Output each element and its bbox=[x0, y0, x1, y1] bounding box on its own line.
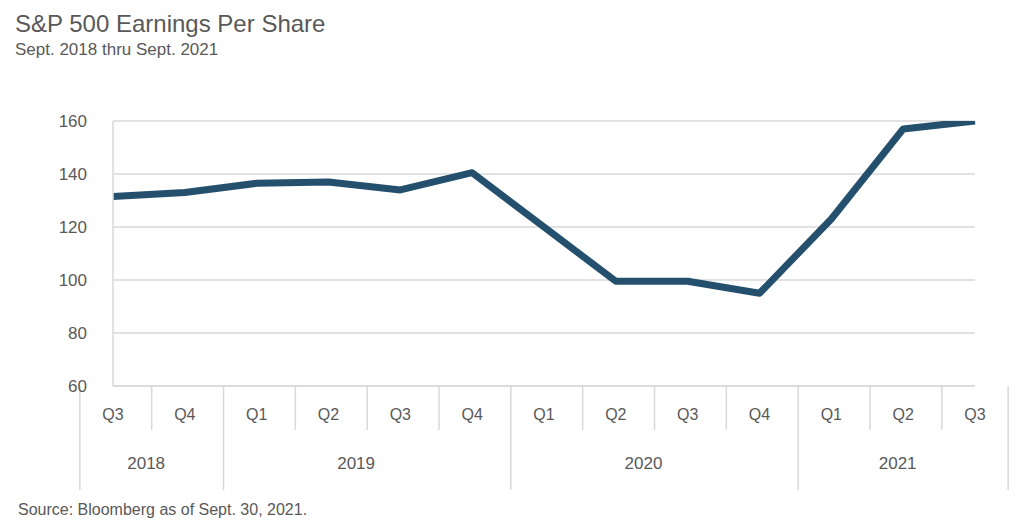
html-text:Source: Bloomberg as of Sept.: Source: Bloomberg as of Sept. 30, 2021. bbox=[18, 501, 308, 518]
svg-text:Q2: Q2 bbox=[892, 406, 913, 423]
svg-text:80: 80 bbox=[68, 324, 87, 343]
svg-text:2019: 2019 bbox=[337, 454, 375, 473]
svg-text:Q1: Q1 bbox=[821, 406, 842, 423]
svg-text:Q1: Q1 bbox=[246, 406, 267, 423]
svg-text:100: 100 bbox=[59, 271, 87, 290]
svg-text:160: 160 bbox=[59, 112, 87, 131]
svg-text:2018: 2018 bbox=[127, 454, 165, 473]
svg-text:120: 120 bbox=[59, 218, 87, 237]
html-text:Sept. 2018 thru Sept. 2021: Sept. 2018 thru Sept. 2021 bbox=[15, 40, 219, 59]
svg-text:2021: 2021 bbox=[879, 454, 917, 473]
svg-text:Q4: Q4 bbox=[174, 406, 195, 423]
svg-text:140: 140 bbox=[59, 165, 87, 184]
svg-text:Q2: Q2 bbox=[318, 406, 339, 423]
svg-text:Q3: Q3 bbox=[390, 406, 411, 423]
svg-text:Q3: Q3 bbox=[677, 406, 698, 423]
svg-text:Q1: Q1 bbox=[533, 406, 554, 423]
svg-text:Q2: Q2 bbox=[605, 406, 626, 423]
svg-text:Q4: Q4 bbox=[461, 406, 482, 423]
svg-text:Q4: Q4 bbox=[749, 406, 770, 423]
svg-text:Q3: Q3 bbox=[102, 406, 123, 423]
html-text:S&P 500 Earnings Per Share: S&P 500 Earnings Per Share bbox=[15, 10, 326, 37]
svg-text:Q3: Q3 bbox=[964, 406, 985, 423]
svg-text:60: 60 bbox=[68, 377, 87, 396]
svg-text:2020: 2020 bbox=[625, 454, 663, 473]
